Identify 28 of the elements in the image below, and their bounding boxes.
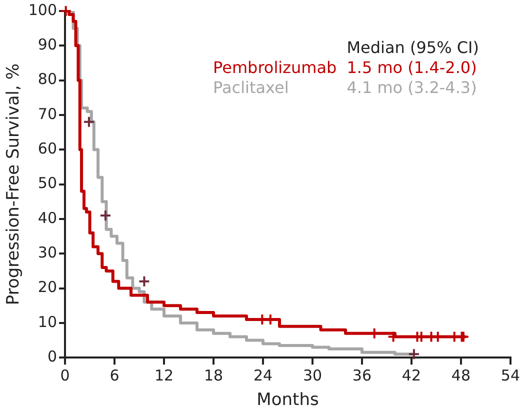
x-tick-label: 30 xyxy=(302,366,322,384)
y-tick-label: 100 xyxy=(28,0,58,19)
annotation: 4.1 mo (3.2-4.3) xyxy=(346,78,478,98)
y-tick-label: 60 xyxy=(38,140,58,158)
y-tick-label: 70 xyxy=(38,104,58,123)
y-axis-title: Progression-Free Survival, % xyxy=(4,64,24,306)
text: Paclitaxel xyxy=(213,78,290,98)
y-tick-label: 0 xyxy=(47,347,58,366)
x-tick-label: 18 xyxy=(204,366,224,384)
x-tick-label: 48 xyxy=(451,366,471,384)
x-tick-label: 36 xyxy=(352,366,372,384)
y-tick-label: 90 xyxy=(38,36,58,54)
x-tick-label: 6 xyxy=(110,366,120,384)
x-tick-label: 12 xyxy=(154,366,174,384)
y-tick-label: 80 xyxy=(38,70,58,88)
x-tick-label: 0 xyxy=(60,366,70,384)
y-tick-label: 40 xyxy=(38,208,58,227)
x-axis-title: Months xyxy=(256,390,319,410)
y-tick-label: 30 xyxy=(38,244,58,262)
y-tick-label: 10 xyxy=(38,312,58,331)
x-tick-label: 24 xyxy=(253,366,273,384)
y-tick-label: 50 xyxy=(38,174,58,192)
annotation: 1.5 mo (1.4-2.0) xyxy=(346,58,478,78)
y-tick-label: 20 xyxy=(38,278,58,296)
legend-title: Median (95% CI) xyxy=(346,38,480,58)
text: Pembrolizumab xyxy=(213,58,338,78)
x-tick-label: 42 xyxy=(402,366,422,384)
x-tick-label: 54 xyxy=(500,366,520,384)
